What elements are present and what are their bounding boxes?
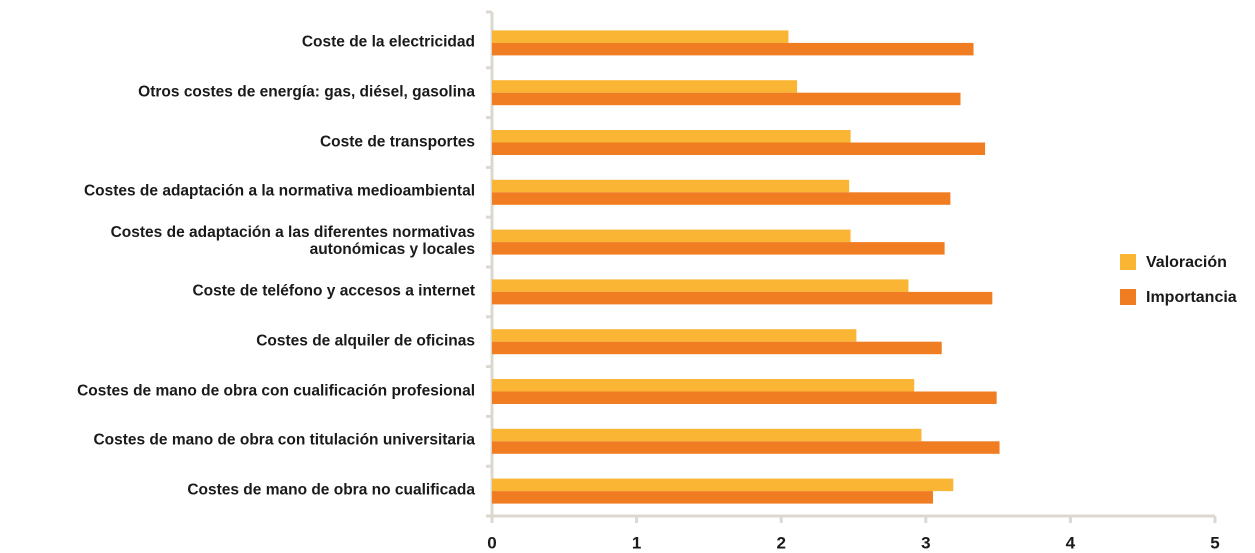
x-tick-label: 4	[1066, 533, 1076, 552]
bar	[492, 130, 851, 143]
bar	[492, 142, 986, 155]
x-tick-label: 3	[921, 533, 930, 552]
category-label: Coste de la electricidad	[301, 33, 475, 51]
bar	[492, 329, 857, 342]
bar	[492, 229, 851, 243]
bar	[492, 441, 1000, 454]
bar	[492, 80, 798, 93]
bar	[492, 478, 954, 492]
x-tick-label: 0	[487, 533, 496, 552]
x-tick-label: 5	[1210, 533, 1219, 552]
bar	[492, 242, 945, 255]
category-label: Costes de adaptación a las diferentes no…	[110, 224, 475, 259]
bar	[492, 279, 909, 292]
bar	[492, 92, 961, 106]
category-label: Otros costes de energía: gas, diésel, ga…	[138, 83, 475, 101]
category-label: Coste de transportes	[319, 133, 475, 150]
category-label: Costes de adaptación a la normativa medi…	[83, 182, 475, 200]
bar	[492, 428, 922, 442]
bar	[492, 391, 997, 404]
bar	[492, 179, 850, 193]
category-label: Costes de mano de obra con titulación un…	[93, 431, 475, 449]
bar	[492, 379, 915, 392]
bar	[492, 491, 934, 504]
x-tick-label: 1	[632, 533, 641, 552]
bar	[492, 42, 974, 56]
category-label: Costes de alquiler de oficinas	[256, 332, 475, 350]
legend-label: Valoración	[1146, 254, 1227, 271]
bar	[492, 341, 942, 355]
bar	[492, 291, 993, 305]
legend-swatch	[1120, 254, 1136, 270]
bar	[492, 30, 789, 43]
legend-label: Importancia	[1146, 289, 1237, 306]
category-label: Coste de teléfono y accesos a internet	[192, 282, 475, 300]
legend-swatch	[1120, 289, 1136, 305]
category-label: Costes de mano de obra no cualificada	[187, 481, 475, 499]
category-label: Costes de mano de obra con cualificación…	[77, 382, 475, 399]
x-tick-label: 2	[776, 533, 785, 552]
bar	[492, 192, 951, 205]
